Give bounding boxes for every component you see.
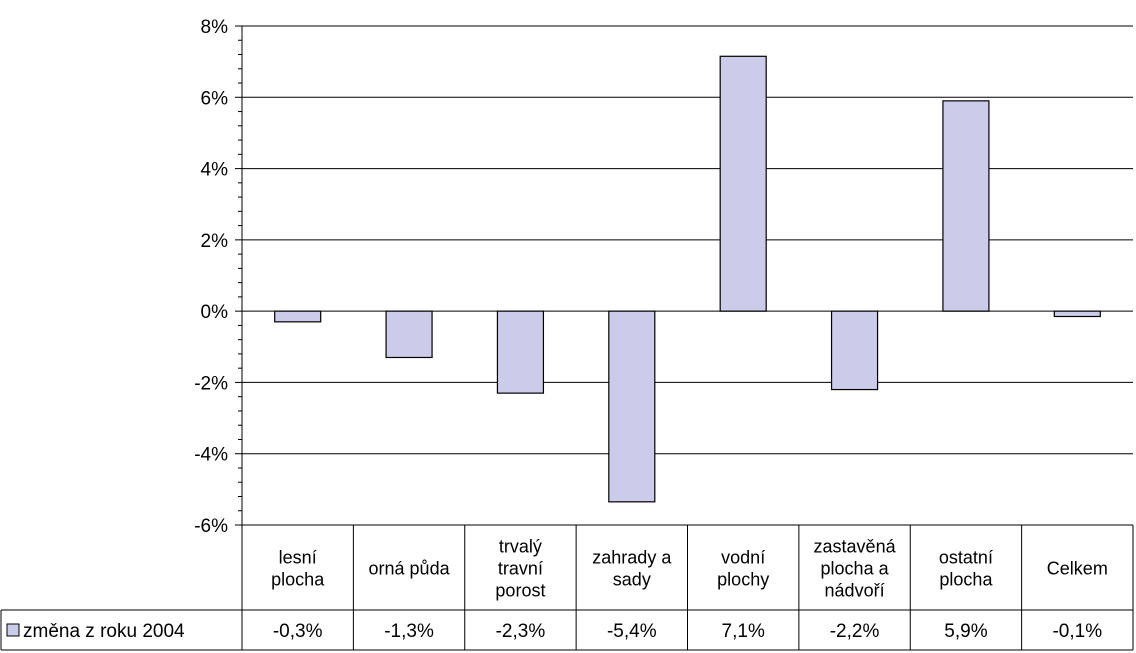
category-label-line: plocha — [939, 570, 993, 590]
category-label-line: plocha — [271, 570, 325, 590]
y-tick-label: 0% — [201, 302, 229, 323]
y-tick-label: -4% — [194, 445, 228, 466]
bars — [274, 55, 1101, 503]
bar — [385, 310, 433, 359]
bar — [608, 310, 656, 503]
category-label-line: zastavěná — [814, 537, 897, 557]
category-label: trvalý travní porost — [495, 537, 545, 601]
y-tick-label: 2% — [201, 231, 229, 252]
bar — [719, 55, 767, 312]
legend-key — [6, 623, 20, 637]
bar — [274, 310, 322, 323]
category-label: Celkem — [1047, 559, 1108, 579]
y-tick-label: -6% — [194, 516, 228, 537]
data-value-label: -2,3% — [496, 621, 546, 642]
category-label-line: trvalý — [499, 537, 542, 557]
y-tick-label: 4% — [201, 160, 229, 181]
category-label-line: travní — [498, 559, 543, 579]
category-label-line: Celkem — [1047, 559, 1108, 579]
category-label: lesní plocha — [271, 548, 325, 590]
bar — [1053, 310, 1101, 318]
category-label-line: lesní — [279, 548, 317, 568]
data-value-label: 5,9% — [944, 621, 987, 642]
category-label: ostatní plocha — [939, 548, 994, 590]
legend-series-name: změna z roku 2004 — [23, 621, 185, 642]
data-value-label: -1,3% — [384, 621, 434, 642]
bar — [496, 310, 545, 394]
bar — [830, 310, 879, 391]
data-value-label: 7,1% — [722, 621, 765, 642]
category-label-line: plocha a — [821, 559, 890, 579]
category-label-line: plochy — [717, 570, 769, 590]
category-label-line: nádvoří — [825, 581, 885, 601]
category-label-line: zahrady a — [592, 548, 672, 568]
category-label-line: sady — [613, 570, 651, 590]
category-label: zahrady a sady — [592, 548, 672, 590]
y-axis: 8% 6% 4% 2% 0% -2% -4% -6% — [194, 17, 243, 650]
y-tick-label: -2% — [194, 373, 228, 394]
bar — [942, 100, 990, 312]
category-label-line: orná půda — [369, 559, 451, 579]
data-value-label: -2,2% — [830, 621, 880, 642]
gridlines — [242, 25, 1133, 526]
data-value-label: -5,4% — [607, 621, 657, 642]
data-value-label: -0,3% — [273, 621, 323, 642]
y-tick-label: 6% — [201, 88, 229, 109]
category-label: zastavěná plocha a nádvoří — [814, 537, 897, 601]
category-label: orná půda — [369, 559, 451, 579]
category-label-line: ostatní — [939, 548, 993, 568]
category-label-line: porost — [495, 581, 545, 601]
y-tick-label: 8% — [201, 17, 229, 38]
category-label: vodní plochy — [717, 548, 769, 590]
data-value-label: -0,1% — [1052, 621, 1102, 642]
category-label-line: vodní — [721, 548, 765, 568]
